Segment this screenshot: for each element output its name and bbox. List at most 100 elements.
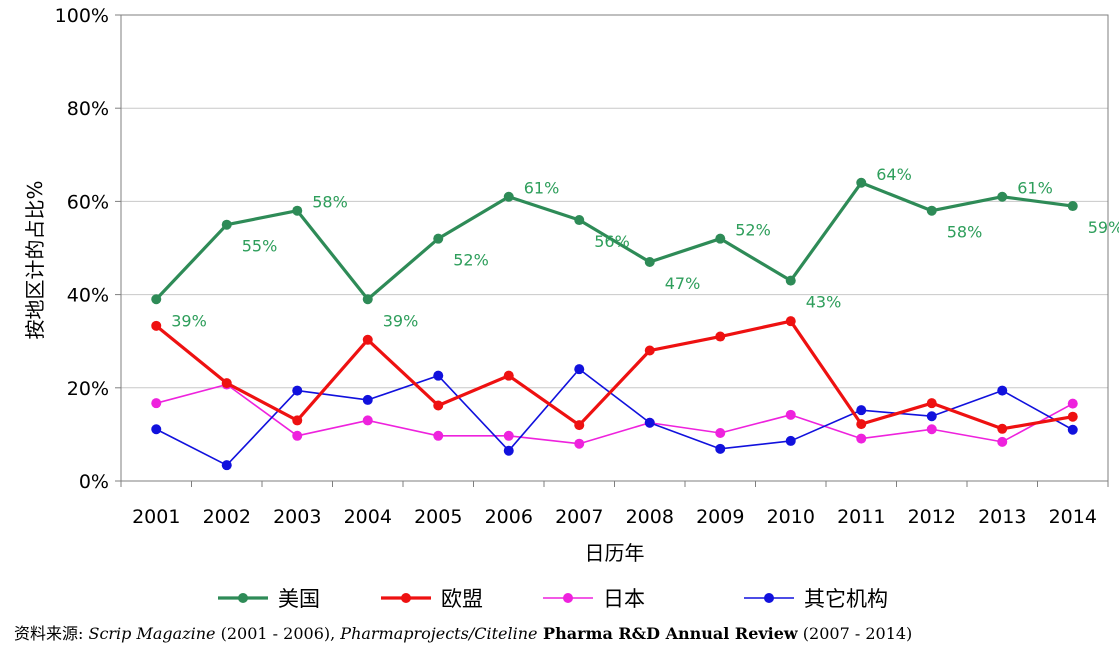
data-point [221, 219, 232, 230]
legend-marker [238, 593, 248, 603]
x-tick-label: 2001 [132, 506, 180, 528]
data-point [644, 256, 655, 267]
data-point [715, 331, 726, 342]
data-point [856, 405, 867, 416]
series-line [156, 383, 1074, 445]
source-note: 资料来源: Scrip Magazine (2001 - 2006), Phar… [14, 620, 912, 644]
data-point [433, 370, 444, 381]
data-point [926, 424, 937, 435]
data-label: 39% [171, 311, 207, 330]
x-tick-label: 2005 [414, 506, 462, 528]
data-point [151, 424, 162, 435]
x-tick-label: 2004 [344, 506, 392, 528]
data-point [926, 411, 937, 422]
data-point [1067, 201, 1078, 212]
data-point [856, 433, 867, 444]
data-point [292, 430, 303, 441]
source-review: Pharma R&D Annual Review [537, 624, 798, 643]
legend-marker [401, 593, 411, 603]
data-point [362, 394, 373, 405]
data-point [503, 191, 514, 202]
x-tick-label: 2012 [908, 506, 956, 528]
data-label: 58% [312, 193, 348, 212]
gridlines [121, 14, 1108, 389]
x-axis-title: 日历年 [585, 541, 645, 565]
data-point [362, 334, 373, 345]
data-point [574, 215, 585, 226]
y-tick-label: 40% [67, 285, 109, 307]
data-point [644, 345, 655, 356]
data-point [997, 436, 1008, 447]
data-point [715, 443, 726, 454]
data-point [292, 415, 303, 426]
data-point [362, 415, 373, 426]
source-years-1: (2001 - 2006), [215, 624, 341, 643]
y-tick-label: 100% [55, 5, 109, 27]
x-tick-label: 2006 [485, 506, 533, 528]
series-line [155, 319, 1074, 431]
data-point [856, 177, 867, 188]
data-point [715, 233, 726, 244]
y-tick-label: 80% [67, 98, 109, 120]
x-tick-label: 2007 [555, 506, 603, 528]
x-tick-label: 2013 [978, 506, 1026, 528]
y-axis-title: 按地区计的占比% [23, 180, 47, 339]
series-line [155, 181, 1073, 301]
data-label: 39% [383, 311, 419, 330]
data-point [785, 316, 796, 327]
data-point [715, 428, 726, 439]
data-labels: 39% 55% 58% 39% 52% 61% 56% 47% 52% 43% 64% 58% 61% 5… [171, 165, 1119, 331]
data-label: 47% [665, 274, 701, 293]
data-point [926, 205, 937, 216]
data-point [644, 417, 655, 428]
data-point [1067, 398, 1078, 409]
series [151, 177, 1078, 471]
data-label: 61% [524, 179, 560, 198]
data-point [221, 460, 232, 471]
x-tick-label: 2010 [767, 506, 815, 528]
source-magazine: Scrip Magazine [88, 624, 216, 643]
data-label: 58% [947, 223, 983, 242]
source-pharmaprojects: Pharmaprojects/Citeline [340, 624, 538, 643]
data-point [151, 398, 162, 409]
y-tick-label: 0% [79, 471, 109, 493]
legend: 美国 欧盟 日本 其它机构 [218, 587, 888, 611]
x-tick-label: 2011 [837, 506, 885, 528]
data-point [785, 435, 796, 446]
data-point [433, 430, 444, 441]
x-tick-label: 2008 [626, 506, 674, 528]
data-point [433, 400, 444, 411]
data-point [856, 419, 867, 430]
legend-label: 日本 [603, 587, 645, 611]
data-point [292, 205, 303, 216]
y-tick-label: 20% [67, 378, 109, 400]
x-tick-label: 2014 [1049, 506, 1097, 528]
data-point [574, 420, 585, 431]
data-label: 64% [876, 165, 912, 184]
data-point [1067, 411, 1078, 422]
legend-marker [563, 593, 573, 603]
data-label: 43% [806, 293, 842, 312]
x-tick-label: 2002 [203, 506, 251, 528]
source-years-2: (2007 - 2014) [797, 624, 913, 643]
series-line [155, 368, 1074, 466]
source-prefix: 资料来源: [14, 624, 89, 643]
legend-label: 其它机构 [804, 587, 888, 611]
data-point [574, 364, 585, 375]
x-tick-label: 2003 [273, 506, 321, 528]
data-point [503, 445, 514, 456]
legend-label: 美国 [278, 587, 320, 611]
data-label: 52% [735, 221, 771, 240]
data-point [1067, 424, 1078, 435]
data-label: 56% [594, 232, 630, 251]
data-point [221, 378, 232, 389]
legend-marker [764, 593, 774, 603]
data-point [926, 398, 937, 409]
axes: 0% 20% 40% 60% 80% 100% 2001 2002 2003 2004 2005 20… [55, 5, 1109, 528]
data-point [151, 294, 162, 305]
legend-label: 欧盟 [441, 587, 483, 611]
data-label: 52% [453, 251, 489, 270]
data-point [503, 370, 514, 381]
data-point [151, 320, 162, 331]
